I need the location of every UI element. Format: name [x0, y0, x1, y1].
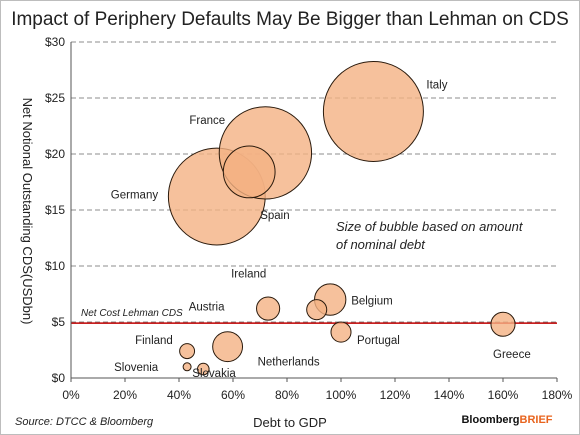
bubble-ireland	[256, 296, 281, 321]
bubble-label-slovakia: Slovakia	[192, 368, 236, 380]
y-tick-label: $0	[52, 371, 66, 385]
y-tick-label: $15	[45, 203, 65, 217]
x-tick-label: 0%	[62, 388, 80, 402]
source-note: Source: DTCC & Bloomberg	[15, 416, 154, 428]
bubble-label-italy: Italy	[426, 79, 447, 91]
x-tick-label: 20%	[113, 388, 137, 402]
x-tick-label: 40%	[167, 388, 191, 402]
axes: $0 $5 $10 $15 $20 $25 $30 0% 20% 40% 60% 80% 100% 120…	[45, 35, 573, 402]
y-tick-label: $25	[45, 91, 65, 105]
bubble-label-portugal: Portugal	[357, 335, 400, 347]
bubble-label-france: France	[189, 115, 225, 127]
bubble-label-germany: Germany	[111, 190, 159, 202]
bubble-label-belgium: Belgium	[351, 296, 393, 308]
gridlines	[71, 41, 557, 323]
x-tick-label: 120%	[380, 388, 411, 402]
brand-logo: BloombergBRIEF	[461, 414, 552, 426]
bubble-label-greece: Greece	[493, 349, 531, 361]
y-tick-label: $5	[52, 315, 66, 329]
x-tick-label: 60%	[221, 388, 245, 402]
bubble-label-spain: Spain	[260, 210, 289, 222]
bubble-portugal	[330, 321, 352, 343]
size-note-line1: Size of bubble based on amount	[336, 219, 524, 234]
bubble-label-ireland: Ireland	[231, 269, 266, 281]
bubble-label-finland: Finland	[135, 335, 173, 347]
bubble-slovenia	[182, 362, 192, 372]
bubble-label-netherlands: Netherlands	[258, 357, 320, 369]
y-tick-label: $30	[45, 35, 65, 49]
bubble-label-slovenia: Slovenia	[114, 362, 159, 374]
x-tick-label: 180%	[542, 388, 573, 402]
bubble-slovakia	[197, 362, 210, 376]
bubble-label-austria: Austria	[189, 302, 225, 314]
x-tick-label: 140%	[434, 388, 465, 402]
x-axis-label: Debt to GDP	[253, 415, 327, 430]
bubble-netherlands	[212, 331, 244, 363]
bubble-labels: Italy France Spain Germany Ireland Austria Bel…	[111, 79, 531, 380]
bubble-finland	[179, 343, 196, 360]
reference-line-label: Net Cost Lehman CDS	[81, 308, 183, 319]
y-tick-label: $20	[45, 147, 65, 161]
x-tick-label: 100%	[326, 388, 357, 402]
bubble-italy	[322, 60, 424, 162]
y-axis-label: Net Notional Outstanding CDS(USDbn)	[20, 98, 35, 325]
size-note-line2: of nominal debt	[336, 237, 426, 252]
reference-line-group: Net Cost Lehman CDS	[71, 308, 557, 324]
chart-title: Impact of Periphery Defaults May Be Bigg…	[11, 9, 569, 30]
y-tick-label: $10	[45, 259, 65, 273]
bubble-greece	[490, 311, 516, 337]
bubbles	[167, 60, 516, 376]
bubble-austria	[306, 299, 328, 321]
bubble-spain	[222, 145, 276, 199]
x-tick-label: 80%	[275, 388, 299, 402]
x-tick-label: 160%	[488, 388, 519, 402]
